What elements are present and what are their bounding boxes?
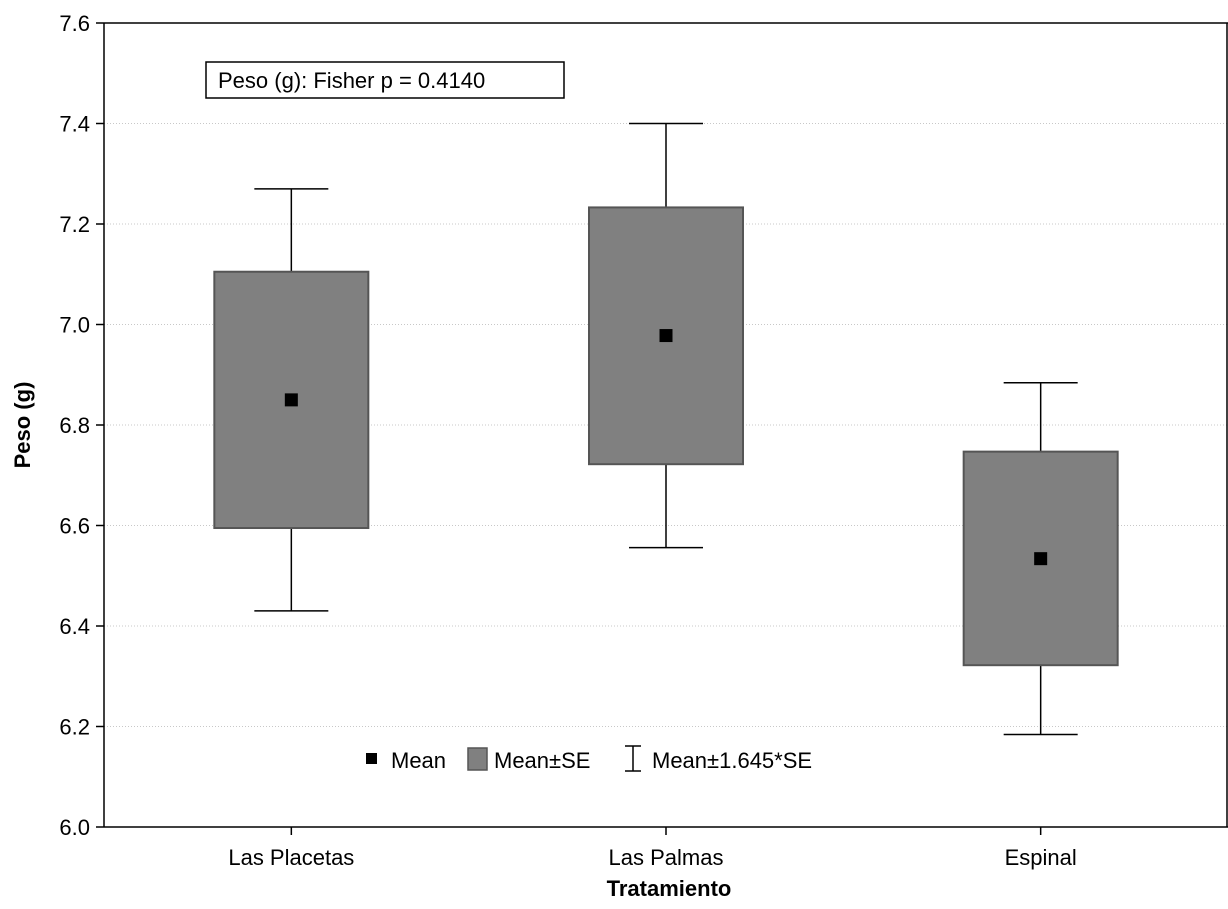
legend-se-label: Mean±SE <box>494 748 590 773</box>
y-tick-label: 7.2 <box>59 212 90 237</box>
plot-area <box>213 122 1119 736</box>
y-tick-label: 6.0 <box>59 815 90 840</box>
y-tick-label: 6.4 <box>59 614 90 639</box>
y-tick-label: 6.8 <box>59 413 90 438</box>
box-group <box>213 188 370 612</box>
x-tick-label: Las Placetas <box>228 845 354 870</box>
box-group <box>962 382 1119 736</box>
y-tick-label: 7.6 <box>59 11 90 36</box>
legend: Mean Mean±SE Mean±1.645*SE <box>366 745 812 773</box>
mean-marker <box>284 393 298 407</box>
x-tick-label: Espinal <box>1005 845 1077 870</box>
axes: 6.0 6.2 6.4 6.6 6.8 7.0 7.2 7.4 7.6 Las Placetas L… <box>59 11 1228 870</box>
x-axis-title: Tratamiento <box>607 876 732 901</box>
y-tick-label: 7.0 <box>59 313 90 338</box>
y-tick-label: 6.2 <box>59 715 90 740</box>
legend-ci-label: Mean±1.645*SE <box>652 748 812 773</box>
mean-marker <box>1034 552 1048 566</box>
box-group <box>588 122 744 549</box>
annotation-box <box>205 61 565 99</box>
legend-mean-marker <box>366 753 377 764</box>
annotation: Peso (g): Fisher p = 0.4140 <box>205 61 565 99</box>
y-axis-title: Peso (g) <box>10 382 35 469</box>
legend-ci-whisker-icon <box>625 745 641 772</box>
y-tick-label: 7.4 <box>59 112 90 137</box>
legend-mean-label: Mean <box>391 748 446 773</box>
mean-marker <box>659 329 673 343</box>
annotation-text: Peso (g): Fisher p = 0.4140 <box>218 68 485 93</box>
y-tick-label: 6.6 <box>59 514 90 539</box>
x-tick-label: Las Palmas <box>609 845 724 870</box>
legend-se-swatch <box>467 747 488 771</box>
